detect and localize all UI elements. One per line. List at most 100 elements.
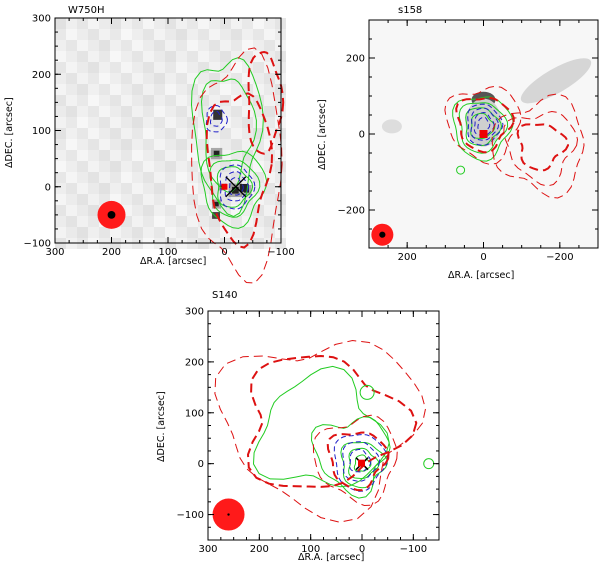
image-pixel bbox=[253, 62, 264, 73]
image-pixel bbox=[55, 172, 66, 183]
image-pixel bbox=[231, 40, 242, 51]
x-tick-label: 0 bbox=[221, 247, 227, 258]
image-pixel bbox=[253, 84, 264, 95]
image-pixel bbox=[198, 216, 209, 227]
image-pixel bbox=[231, 205, 242, 216]
image-pixel bbox=[77, 194, 88, 205]
image-pixel bbox=[209, 161, 220, 172]
green-contour bbox=[353, 454, 372, 472]
image-pixel bbox=[176, 117, 187, 128]
image-pixel bbox=[220, 29, 231, 40]
contour-layer bbox=[97, 47, 285, 284]
blue-contour bbox=[349, 448, 372, 473]
image-pixel bbox=[231, 29, 242, 40]
image-pixel bbox=[66, 172, 77, 183]
image-pixel bbox=[132, 216, 143, 227]
image-pixel bbox=[198, 150, 209, 161]
image-pixel bbox=[154, 128, 165, 139]
image-pixel bbox=[231, 51, 242, 62]
image-pixel bbox=[253, 227, 264, 238]
image-pixel bbox=[198, 183, 209, 194]
image-pixel bbox=[55, 216, 66, 227]
image-pixel bbox=[242, 40, 253, 51]
image-pixel bbox=[176, 40, 187, 51]
image-pixel bbox=[264, 150, 275, 161]
image-pixel bbox=[264, 40, 275, 51]
image-pixel bbox=[209, 51, 220, 62]
image-pixel bbox=[110, 172, 121, 183]
green-contour bbox=[216, 166, 254, 208]
image-pixel bbox=[132, 194, 143, 205]
image-pixel bbox=[154, 117, 165, 128]
cross-marker bbox=[225, 176, 247, 198]
image-pixel bbox=[220, 172, 231, 183]
image-pixel bbox=[198, 139, 209, 150]
image-pixel bbox=[132, 62, 143, 73]
y-tick-label: 300 bbox=[185, 307, 204, 318]
image-pixel bbox=[77, 205, 88, 216]
image-pixel bbox=[176, 161, 187, 172]
image-pixel bbox=[66, 51, 77, 62]
image-pixel bbox=[99, 73, 110, 84]
image-pixel bbox=[264, 73, 275, 84]
image-pixel bbox=[231, 95, 242, 106]
image-pixel bbox=[110, 95, 121, 106]
panel-s158: s158 200 0 −200 −200 0 200 ΔR.A. [arcsec] ΔDE… bbox=[317, 5, 599, 281]
source-core bbox=[231, 186, 239, 194]
image-pixel bbox=[209, 227, 220, 238]
blue-contour bbox=[342, 441, 381, 482]
image-pixel bbox=[132, 172, 143, 183]
extended-emission bbox=[381, 119, 402, 134]
image-pixel bbox=[88, 205, 99, 216]
image-pixel bbox=[99, 40, 110, 51]
image-pixel bbox=[88, 117, 99, 128]
image-pixel bbox=[198, 194, 209, 205]
image-pixel bbox=[55, 139, 66, 150]
image-pixel bbox=[198, 161, 209, 172]
image-pixel bbox=[132, 95, 143, 106]
image-pixel bbox=[55, 227, 66, 238]
square-marker bbox=[358, 459, 365, 467]
image-pixel bbox=[187, 150, 198, 161]
image-pixel bbox=[176, 172, 187, 183]
image-pixel bbox=[253, 150, 264, 161]
image-pixel bbox=[121, 18, 132, 29]
beam-center bbox=[227, 513, 230, 516]
x-axis-label: ΔR.A. [arcsec] bbox=[448, 270, 514, 281]
image-pixel bbox=[154, 194, 165, 205]
image-pixel bbox=[209, 73, 220, 84]
image-pixel bbox=[187, 62, 198, 73]
image-pixel bbox=[121, 73, 132, 84]
image-pixel bbox=[176, 183, 187, 194]
image-pixel bbox=[165, 161, 176, 172]
x-axis-label: ΔR.A. [arcsec] bbox=[298, 552, 364, 563]
image-pixel bbox=[154, 161, 165, 172]
image-pixel bbox=[209, 128, 220, 139]
image-pixel bbox=[220, 227, 231, 238]
image-pixel bbox=[132, 106, 143, 117]
y-tick-label: 300 bbox=[32, 14, 51, 25]
red-contour bbox=[516, 123, 570, 172]
image-pixel bbox=[198, 73, 209, 84]
image-pixel bbox=[209, 95, 220, 106]
image-pixel bbox=[66, 150, 77, 161]
image-pixel bbox=[253, 216, 264, 227]
image-pixel bbox=[253, 117, 264, 128]
y-tick-label: 0 bbox=[45, 182, 51, 193]
blue-contour bbox=[477, 116, 491, 132]
image-pixel bbox=[99, 29, 110, 40]
image-pixel bbox=[209, 216, 220, 227]
image-pixel bbox=[143, 62, 154, 73]
red-contour bbox=[326, 431, 390, 492]
image-pixel bbox=[143, 139, 154, 150]
image-pixel bbox=[220, 194, 231, 205]
blue-contour bbox=[470, 107, 500, 141]
image-pixel bbox=[55, 150, 66, 161]
image-pixel bbox=[55, 194, 66, 205]
green-contour bbox=[465, 107, 503, 147]
image-pixel bbox=[55, 128, 66, 139]
image-pixel bbox=[242, 84, 253, 95]
image-pixel bbox=[121, 227, 132, 238]
image-pixel bbox=[88, 139, 99, 150]
image-pixel bbox=[143, 161, 154, 172]
